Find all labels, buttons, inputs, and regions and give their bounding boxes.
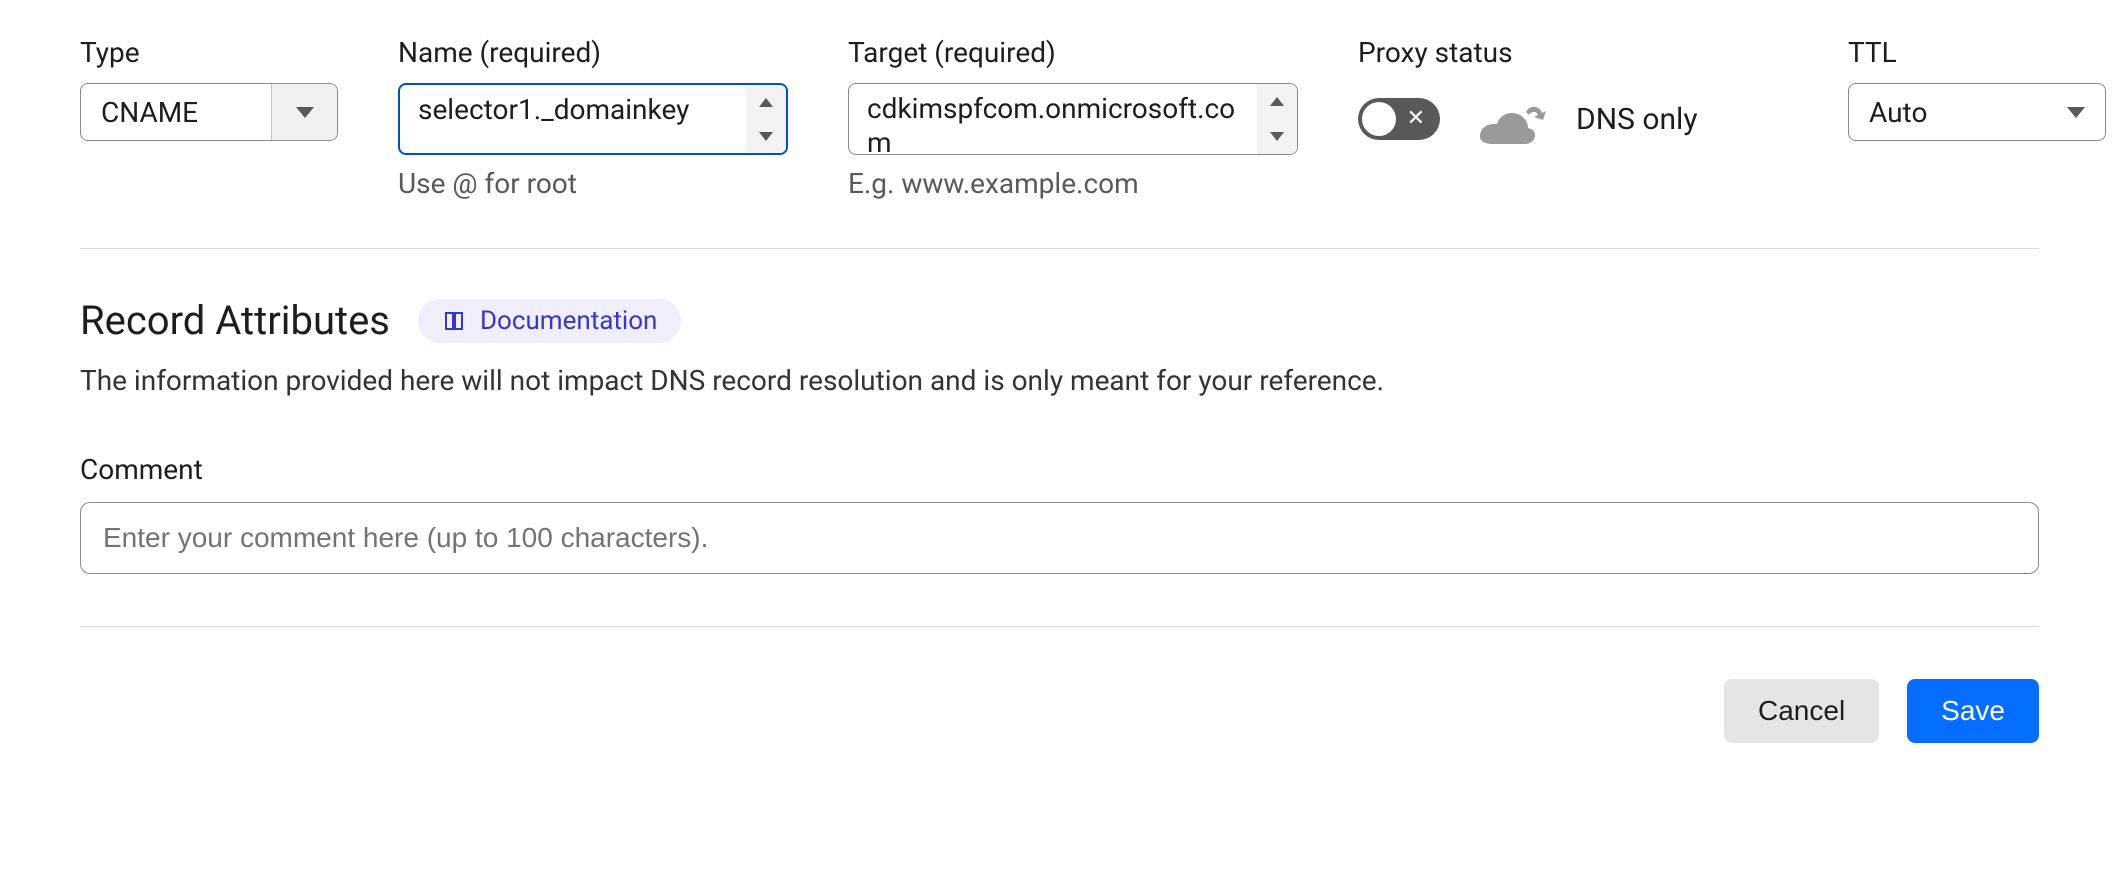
record-attributes-title: Record Attributes xyxy=(80,297,390,344)
type-select-arrow xyxy=(271,84,337,140)
proxy-body: ✕ DNS only xyxy=(1358,83,1788,155)
type-field: Type CNAME xyxy=(80,36,338,141)
proxy-state-text: DNS only xyxy=(1576,102,1698,137)
arrow-down-icon xyxy=(759,132,773,141)
record-attributes-section: Record Attributes Documentation The info… xyxy=(80,249,2039,627)
name-input-spinner xyxy=(746,85,786,153)
close-icon: ✕ xyxy=(1407,108,1425,130)
ttl-select[interactable]: Auto xyxy=(1848,83,2106,141)
cloud-icon xyxy=(1468,94,1548,144)
chevron-down-icon xyxy=(2067,107,2085,118)
target-input[interactable]: cdkimspfcom.onmicrosoft.com xyxy=(848,83,1298,155)
spin-down[interactable] xyxy=(1257,119,1297,154)
spin-down[interactable] xyxy=(746,119,786,153)
comment-label: Comment xyxy=(80,453,2039,486)
type-select[interactable]: CNAME xyxy=(80,83,338,141)
type-label: Type xyxy=(80,36,338,69)
proxy-toggle[interactable]: ✕ xyxy=(1358,98,1440,140)
proxy-field: Proxy status ✕ DNS only xyxy=(1358,36,1788,155)
ttl-label: TTL xyxy=(1848,36,2106,69)
proxy-toggle-knob xyxy=(1362,102,1396,136)
save-button[interactable]: Save xyxy=(1907,679,2039,743)
cancel-button[interactable]: Cancel xyxy=(1724,679,1879,743)
comment-input[interactable] xyxy=(80,502,2039,574)
target-input-spinner xyxy=(1257,84,1297,154)
target-helper: E.g. www.example.com xyxy=(848,167,1298,200)
record-attributes-header: Record Attributes Documentation xyxy=(80,297,2039,344)
target-input-value: cdkimspfcom.onmicrosoft.com xyxy=(867,92,1249,152)
documentation-link-label: Documentation xyxy=(480,306,657,336)
arrow-up-icon xyxy=(759,98,773,107)
target-field: Target (required) cdkimspfcom.onmicrosof… xyxy=(848,36,1298,200)
name-field: Name (required) selector1._domainkey Use… xyxy=(398,36,788,200)
record-attributes-description: The information provided here will not i… xyxy=(80,364,2039,397)
book-icon xyxy=(442,309,466,333)
documentation-link[interactable]: Documentation xyxy=(418,299,681,343)
arrow-up-icon xyxy=(1270,97,1284,106)
proxy-label: Proxy status xyxy=(1358,36,1788,69)
name-helper: Use @ for root xyxy=(398,167,788,200)
type-select-value: CNAME xyxy=(81,84,271,140)
ttl-field: TTL Auto xyxy=(1848,36,2106,141)
name-label: Name (required) xyxy=(398,36,788,69)
form-footer: Cancel Save xyxy=(80,627,2039,743)
spin-up[interactable] xyxy=(1257,84,1297,119)
arrow-down-icon xyxy=(1270,132,1284,141)
name-input-value: selector1._domainkey xyxy=(418,93,738,153)
target-label: Target (required) xyxy=(848,36,1298,69)
name-input[interactable]: selector1._domainkey xyxy=(398,83,788,155)
chevron-down-icon xyxy=(296,107,314,118)
spin-up[interactable] xyxy=(746,85,786,119)
ttl-select-value: Auto xyxy=(1869,96,1927,129)
dns-record-fields-row: Type CNAME Name (required) selector1._do… xyxy=(80,36,2039,249)
